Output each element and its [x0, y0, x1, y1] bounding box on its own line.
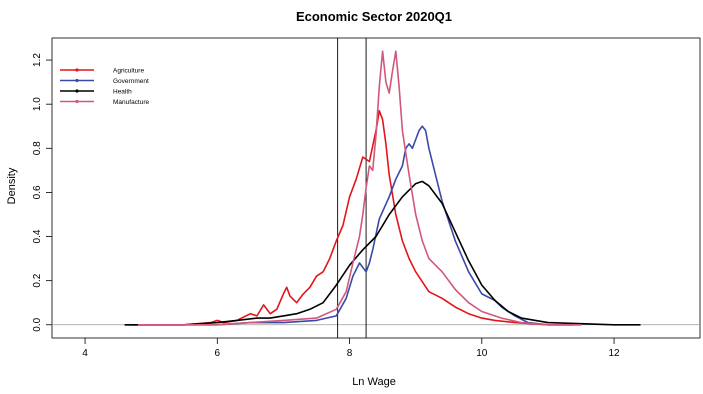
- legend-marker-health: [75, 89, 79, 93]
- y-tick-label: 0.0: [32, 317, 43, 331]
- x-axis-label: Ln Wage: [352, 376, 396, 388]
- y-tick-label: 0.4: [32, 229, 43, 243]
- legend-label-government: Government: [113, 78, 149, 85]
- x-tick-label: 4: [82, 348, 88, 359]
- x-tick-label: 6: [215, 348, 221, 359]
- y-axis-label: Density: [6, 167, 18, 204]
- density-line-government: [124, 125, 581, 326]
- x-tick-label: 8: [347, 348, 353, 359]
- density-line-agriculture: [131, 110, 575, 326]
- legend-label-agriculture: Agriculture: [113, 68, 144, 75]
- legend-marker-agriculture: [75, 68, 79, 72]
- y-tick-label: 0.8: [32, 141, 43, 155]
- y-tick-label: 1.2: [32, 53, 43, 67]
- legend: Agriculture Government Health Manufacture: [60, 68, 150, 106]
- y-tick-label: 0.2: [32, 273, 43, 287]
- legend-label-manufacture: Manufacture: [113, 99, 150, 106]
- legend-label-health: Health: [113, 89, 132, 96]
- x-tick-label: 10: [476, 348, 488, 359]
- legend-marker-manufacture: [75, 99, 79, 104]
- chart-title: Economic Sector 2020Q1: [296, 9, 452, 24]
- y-tick-label: 1.0: [32, 97, 43, 111]
- x-tick-label: 12: [608, 348, 620, 359]
- y-tick-label: 0.6: [32, 185, 43, 199]
- plot-frame: [51, 37, 701, 339]
- plot-area: 4 6 8 10 12 0.0 0.2 0.4 0.6 0.8 1.0 1.2: [32, 37, 701, 359]
- density-line-manufacture: [138, 50, 581, 326]
- density-line-health: [124, 180, 641, 326]
- legend-marker-government: [75, 78, 79, 83]
